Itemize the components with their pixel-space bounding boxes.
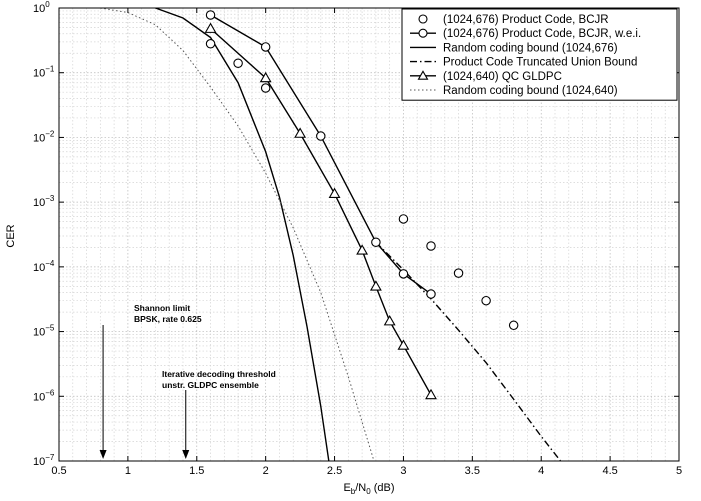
data-point-circle xyxy=(233,58,243,69)
data-point-circle xyxy=(398,214,409,224)
x-label-main: E xyxy=(343,482,350,494)
x-label-unit: (dB) xyxy=(371,482,395,494)
data-point-circle xyxy=(508,320,519,331)
data-point-triangle xyxy=(294,127,307,138)
data-point-circle xyxy=(398,269,409,279)
annotation-text: Shannon limit BPSK, rate 0.625 xyxy=(134,303,202,324)
data-point-circle xyxy=(205,10,216,20)
series-line-1 xyxy=(210,14,432,295)
plot-frame xyxy=(58,7,680,462)
x-tick-label: 4.5 xyxy=(602,465,617,477)
y-tick-label: 100 xyxy=(33,0,50,15)
data-point-circle xyxy=(316,131,326,141)
markers xyxy=(204,10,519,400)
annotations: Shannon limit BPSK, rate 0.625 Iterative d… xyxy=(99,303,276,459)
x-tick-label: 5 xyxy=(676,465,682,477)
data-point-circle xyxy=(453,268,464,278)
x-tick-label: 1 xyxy=(125,465,131,477)
annotation-arrow-head xyxy=(99,450,107,459)
annotation-arrow-head xyxy=(182,450,190,459)
data-point-triangle xyxy=(259,71,272,83)
data-point-circle xyxy=(205,39,216,49)
x-label-sub-0: 0 xyxy=(366,487,371,496)
data-point-triangle xyxy=(369,280,382,291)
data-point-triangle xyxy=(383,315,396,326)
y-tick-label: 10−7 xyxy=(33,453,55,468)
data-point-triangle xyxy=(356,244,369,255)
data-point-triangle xyxy=(425,388,437,400)
legend: (1024,676) Product Code, BCJR (1024,676) … xyxy=(401,8,678,101)
series-line-2 xyxy=(155,8,352,461)
y-axis-label: CER xyxy=(5,224,17,247)
annotation-text: Iterative decoding threshold unstr. GLDPC… xyxy=(162,369,276,390)
data-point-triangle xyxy=(204,22,217,33)
x-label-mid: /N xyxy=(355,482,366,494)
x-tick-label: 2.5 xyxy=(327,465,342,477)
data-point-circle xyxy=(426,289,436,299)
data-point-circle xyxy=(426,241,436,251)
legend-swatch-circle xyxy=(418,28,428,38)
x-tick-label: 3.5 xyxy=(465,465,480,477)
y-tick-label: 10−5 xyxy=(33,324,55,339)
data-point-triangle xyxy=(397,339,410,350)
legend-entry-label: Product Code Truncated Union Bound xyxy=(443,57,637,69)
legend-entry-label: (1024,640) QC GLDPC xyxy=(443,71,562,83)
x-tick-label: 4 xyxy=(538,465,544,477)
x-label-sub-b: b xyxy=(351,487,356,496)
y-tick-label: 10−1 xyxy=(33,65,55,80)
legend-entry-label: Random coding bound (1024,640) xyxy=(443,85,618,97)
y-tick-label: 10−3 xyxy=(33,194,55,209)
x-tick-label: 0.5 xyxy=(51,465,66,477)
legend-entry-label: (1024,676) Product Code, BCJR xyxy=(443,14,609,26)
x-axis-label: Eb/N0 (dB) xyxy=(343,482,394,496)
y-tick-label: 10−4 xyxy=(33,259,55,274)
legend-entry-label: Random coding bound (1024,676) xyxy=(443,42,618,54)
data-point-triangle xyxy=(328,187,341,199)
data-point-circle xyxy=(481,295,491,306)
data-point-circle xyxy=(260,42,271,52)
legend-swatch-circle xyxy=(418,14,428,24)
x-tick-label: 1.5 xyxy=(189,465,204,477)
data-point-circle xyxy=(371,237,381,248)
x-tick-label: 2 xyxy=(263,465,269,477)
data-point-circle xyxy=(260,83,271,93)
axis-ticks: 0.5 1 1.5 2 2.5 3 3.5 4 4.5 5 100 10−1 10−2 10−3 10−4 1… xyxy=(33,0,682,477)
y-tick-label: 10−6 xyxy=(33,388,55,403)
x-tick-label: 3 xyxy=(400,465,406,477)
legend-entry-label: (1024,676) Product Code, BCJR, w.e.i. xyxy=(443,28,641,40)
legend-box xyxy=(401,8,678,101)
y-tick-label: 10−2 xyxy=(33,129,55,144)
legend-swatch-triangle xyxy=(417,70,429,80)
